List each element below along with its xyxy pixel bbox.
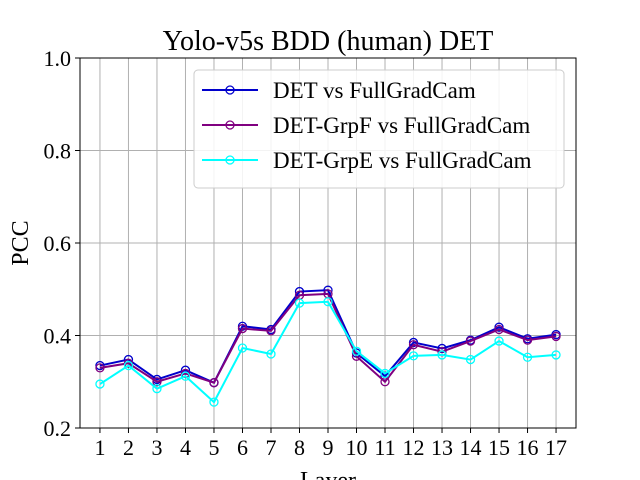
- x-tick-label: 1: [94, 435, 105, 460]
- x-tick-label: 13: [431, 435, 453, 460]
- legend-entry: DET vs FullGradCam: [202, 78, 476, 103]
- x-tick-label: 10: [346, 435, 368, 460]
- data-point: [551, 350, 561, 360]
- legend-frame: [193, 69, 565, 189]
- data-point: [95, 379, 105, 389]
- legend-marker: [225, 85, 235, 95]
- x-tick-label: 7: [265, 435, 276, 460]
- data-point: [152, 384, 162, 394]
- data-point: [351, 346, 362, 356]
- axis-ticks: 1 2 3 4 5 6 7 8 9 10 11 12 13 14 15 16 170.20.40.60.81.0: [44, 46, 568, 460]
- x-tick-label: 16: [517, 435, 539, 460]
- data-point: [522, 335, 533, 345]
- x-tick-label: 15: [488, 435, 510, 460]
- y-axis-label: PCC: [8, 220, 34, 265]
- data-point: [294, 298, 305, 308]
- data-point: [266, 349, 276, 359]
- legend-label: DET-GrpF vs FullGradCam: [273, 113, 530, 138]
- data-point: [522, 352, 533, 362]
- data-point: [380, 368, 390, 379]
- legend-entry: DET-GrpE vs FullGradCam: [202, 148, 532, 173]
- data-point: [494, 324, 504, 335]
- data-point: [266, 326, 276, 336]
- legend-marker: [225, 120, 235, 130]
- data-point: [152, 377, 162, 387]
- x-tick-label: 14: [460, 435, 482, 460]
- data-point: [95, 363, 105, 373]
- x-tick-label: 4: [180, 435, 191, 460]
- y-tick-label: 0.4: [44, 324, 72, 349]
- x-tick-label: 8: [294, 435, 305, 460]
- y-tick-label: 1.0: [44, 46, 72, 71]
- series-line: [99, 292, 557, 384]
- data-point: [237, 343, 248, 353]
- legend-marker: [225, 155, 235, 165]
- data-point: [408, 340, 419, 350]
- data-point: [237, 323, 248, 334]
- data-point: [408, 351, 419, 361]
- legend-label: DET-GrpE vs FullGradCam: [273, 148, 532, 173]
- x-tick-label: 11: [374, 435, 395, 460]
- data-point: [465, 354, 476, 365]
- x-tick-label: 5: [208, 435, 219, 460]
- data-point: [123, 360, 134, 371]
- x-tick-label: 3: [151, 435, 162, 460]
- x-tick-label: 6: [237, 435, 248, 460]
- y-tick-label: 0.2: [44, 416, 72, 441]
- x-tick-label: 2: [123, 435, 134, 460]
- data-point: [494, 336, 504, 346]
- chart-title: Yolo-v5s BDD (human) DET: [163, 26, 494, 57]
- data-point: [465, 336, 476, 346]
- x-axis-label: Layer: [300, 468, 356, 480]
- y-tick-label: 0.8: [44, 139, 72, 164]
- series-line: [99, 300, 557, 404]
- legend: DET vs FullGradCam DET-GrpF vs FullGradCa…: [193, 69, 565, 189]
- data-point: [551, 331, 561, 342]
- series-layer: [95, 285, 561, 407]
- data-point: [437, 350, 447, 360]
- series-2: [95, 289, 561, 388]
- data-point: [323, 297, 333, 307]
- y-tick-label: 0.6: [44, 231, 72, 256]
- series-3: [95, 297, 561, 407]
- x-tick-label: 12: [403, 435, 425, 460]
- data-point: [209, 378, 219, 388]
- legend-label: DET vs FullGradCam: [273, 78, 476, 103]
- data-point: [180, 371, 191, 381]
- legend-items: DET vs FullGradCam DET-GrpF vs FullGradCa…: [202, 78, 532, 173]
- x-tick-label: 17: [545, 435, 567, 460]
- legend-entry: DET-GrpF vs FullGradCam: [202, 113, 530, 138]
- x-tick-label: 9: [323, 435, 334, 460]
- data-point: [209, 397, 219, 407]
